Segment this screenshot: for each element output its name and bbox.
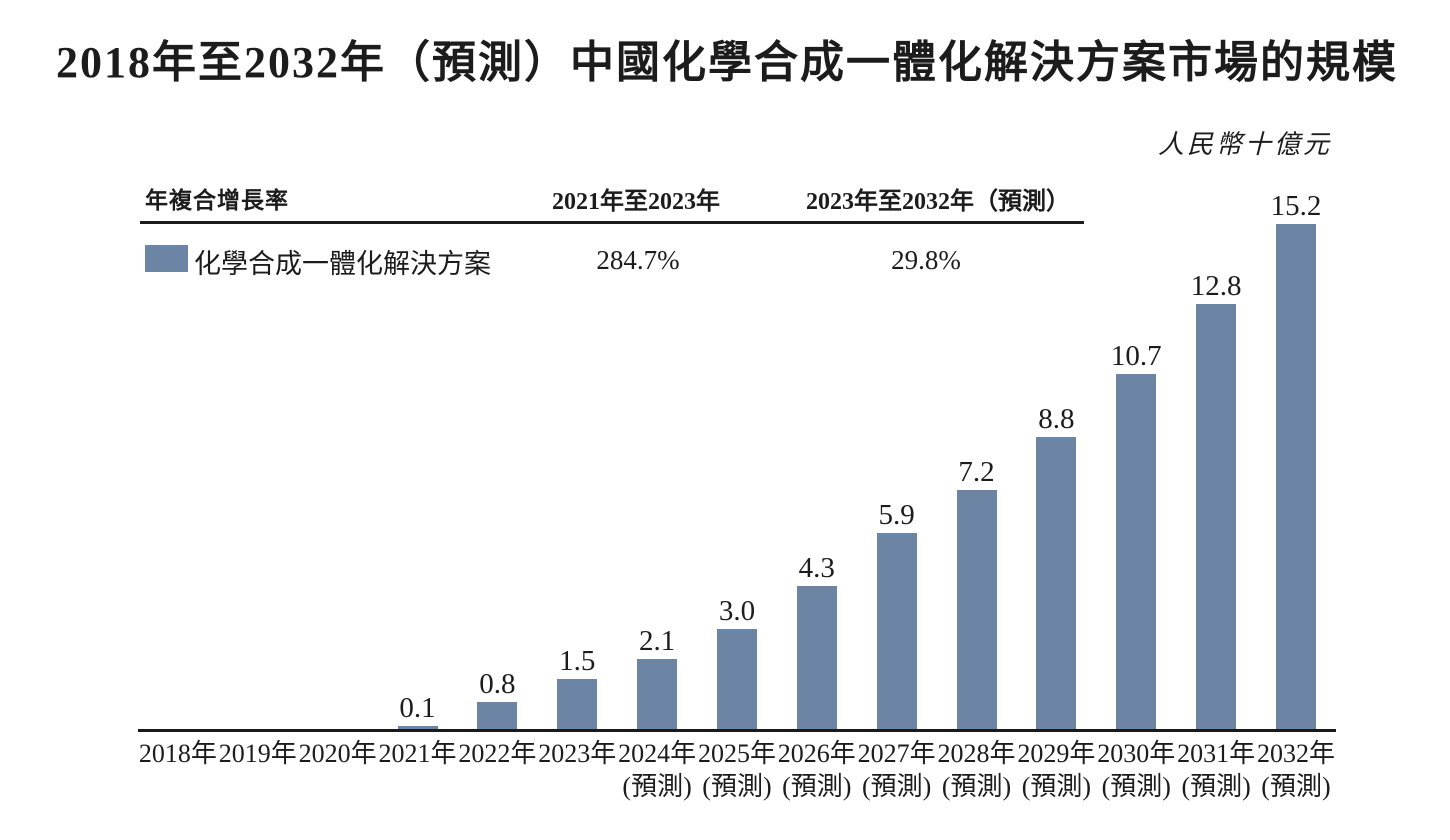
cagr-period-1-header: 2021年至2023年: [552, 189, 720, 215]
x-tick-forecast-note-2024: (預測): [622, 772, 692, 801]
bar-value-2024: 2.1: [638, 625, 676, 657]
x-tick-forecast-note-2025: (預測): [702, 772, 772, 801]
x-tick-forecast-note-2030: (預測): [1101, 772, 1171, 801]
bar-2031: [1196, 304, 1237, 729]
bar-value-2032: 15.2: [1270, 190, 1322, 222]
x-tick-year-2031: 2031年: [1177, 739, 1256, 768]
x-tick-year-2026: 2026年: [777, 739, 856, 768]
bar-value-2025: 3.0: [718, 595, 756, 627]
x-tick-year-2024: 2024年: [618, 739, 697, 768]
legend-swatch: [145, 245, 188, 272]
bar-column-2018: [138, 190, 218, 729]
bar-2028: [956, 490, 997, 729]
bar-column-2027: 5.9: [857, 190, 937, 729]
x-tick-year-2032: 2032年: [1256, 739, 1335, 768]
bar-2026: [796, 586, 837, 729]
bar-2027: [876, 533, 917, 729]
x-tick-2019: 2019年: [218, 737, 298, 803]
bar-2023: [557, 679, 598, 729]
bar-2029: [1036, 437, 1077, 729]
bar-column-2022: 0.8: [457, 190, 537, 729]
bar-value-2023: 1.5: [559, 645, 596, 677]
bar-column-2019: [218, 190, 298, 729]
chart-title: 2018年至2032年（預測）中國化學合成一體化解決方案市場的規模: [56, 38, 1398, 87]
bar-2024: [637, 659, 678, 729]
x-tick-2020: 2020年: [298, 737, 378, 803]
x-tick-forecast-note-2032: (預測): [1261, 772, 1331, 801]
bar-2021: [397, 726, 438, 729]
x-tick-year-2029: 2029年: [1017, 739, 1096, 768]
table-divider-line: [140, 221, 1084, 224]
x-tick-2023: 2023年: [537, 737, 617, 803]
cagr-value-2023-2032: 29.8%: [891, 245, 961, 275]
x-tick-year-2019: 2019年: [218, 739, 297, 768]
x-tick-forecast-note-2028: (預測): [941, 772, 1012, 801]
legend-series-label: 化學合成一體化解決方案: [194, 249, 491, 279]
x-tick-forecast-note-2026: (預測): [782, 772, 852, 801]
bar-column-2030: 10.7: [1096, 190, 1176, 729]
x-axis-labels: 2018年 2019年 2020年 2021年 2022年 2023年 2024年 (預測) 2…: [138, 737, 1336, 803]
bar-2030: [1116, 374, 1157, 729]
bar-column-2021: 0.1: [378, 190, 458, 729]
bar-column-2028: 7.2: [937, 190, 1017, 729]
x-tick-forecast-note-2029: (預測): [1021, 772, 1092, 801]
x-tick-2021: 2021年: [378, 737, 458, 803]
bar-value-2021: 0.1: [399, 692, 436, 724]
x-tick-year-2022: 2022年: [458, 739, 537, 768]
bar-value-2027: 5.9: [878, 499, 915, 531]
x-tick-forecast-note-2031: (預測): [1181, 772, 1251, 801]
x-tick-2029: 2029年 (預測): [1016, 737, 1096, 803]
x-tick-year-2018: 2018年: [138, 739, 217, 768]
bar-2025: [716, 629, 757, 729]
bar-column-2025: 3.0: [697, 190, 777, 729]
x-tick-2025: 2025年 (預測): [697, 737, 777, 803]
cagr-value-2021-2023: 284.7%: [596, 245, 680, 275]
unit-label: 人民幣十億元: [1157, 130, 1332, 159]
bar-column-2032: 15.2: [1256, 190, 1336, 729]
x-tick-year-2021: 2021年: [378, 739, 457, 768]
x-tick-2022: 2022年: [457, 737, 537, 803]
x-tick-2031: 2031年 (預測): [1176, 737, 1256, 803]
cagr-period-2-header: 2023年至2032年（預測）: [806, 189, 1070, 215]
bar-value-2029: 8.8: [1038, 403, 1075, 435]
x-tick-forecast-note-2027: (預測): [862, 772, 932, 801]
x-tick-year-2028: 2028年: [937, 739, 1016, 768]
x-tick-2032: 2032年 (預測): [1256, 737, 1336, 803]
bar-column-2024: 2.1: [617, 190, 697, 729]
x-tick-year-2020: 2020年: [298, 739, 377, 768]
x-tick-2028: 2028年 (預測): [937, 737, 1017, 803]
x-tick-2027: 2027年 (預測): [857, 737, 937, 803]
x-tick-year-2030: 2030年: [1097, 739, 1176, 768]
bar-2032: [1275, 224, 1316, 729]
bar-value-2026: 4.3: [798, 552, 835, 584]
bar-column-2020: [298, 190, 378, 729]
bar-column-2031: 12.8: [1176, 190, 1256, 729]
bar-value-2030: 10.7: [1110, 340, 1162, 372]
x-axis-line: [138, 729, 1336, 732]
x-tick-year-2023: 2023年: [538, 739, 617, 768]
bar-value-2031: 12.8: [1190, 270, 1242, 302]
bar-value-2028: 7.2: [958, 456, 995, 488]
plot-area: 0.1 0.8 1.5 2.1 3.0 4.3 5.9 7.2 8.8 10.7 12.8 15.2: [138, 190, 1336, 729]
x-tick-2018: 2018年: [138, 737, 218, 803]
bar-value-2022: 0.8: [479, 668, 516, 700]
x-tick-year-2025: 2025年: [697, 739, 776, 768]
x-tick-year-2027: 2027年: [857, 739, 936, 768]
x-tick-2030: 2030年 (預測): [1096, 737, 1176, 803]
bar-column-2026: 4.3: [777, 190, 857, 729]
x-tick-2024: 2024年 (預測): [617, 737, 697, 803]
bar-column-2029: 8.8: [1016, 190, 1096, 729]
x-tick-2026: 2026年 (預測): [777, 737, 857, 803]
bar-2022: [477, 702, 518, 729]
bar-column-2023: 1.5: [537, 190, 617, 729]
cagr-table-header: 年複合增長率: [145, 187, 289, 213]
